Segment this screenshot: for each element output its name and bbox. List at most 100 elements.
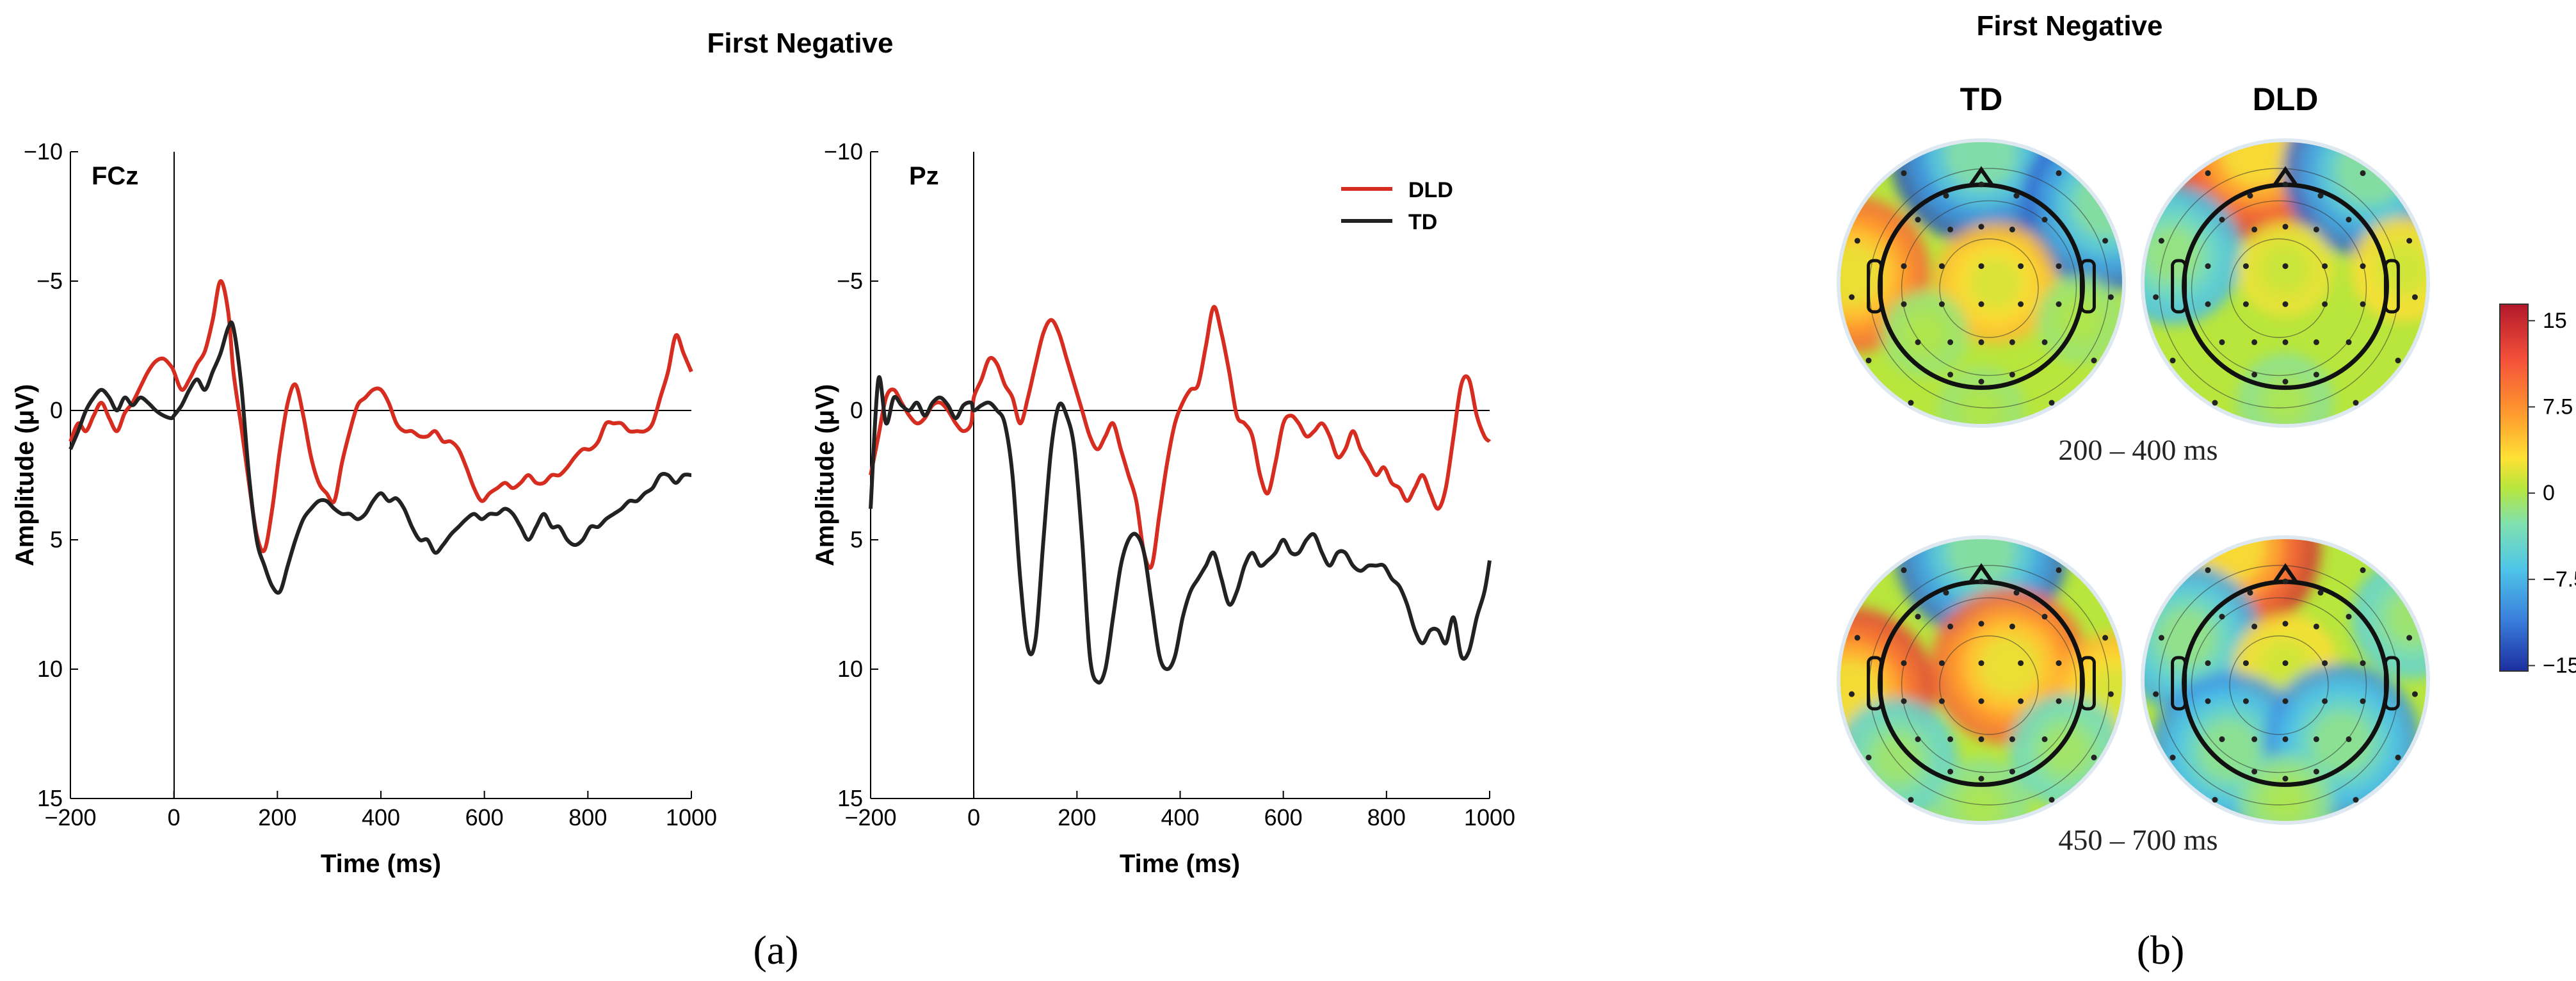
electrode-dot (2205, 660, 2211, 667)
pz-yticks: −10 −5 0 5 10 15 (824, 138, 878, 811)
electrode-dot (2013, 590, 2020, 596)
electrode-dot (1947, 623, 1954, 629)
electrode-dot (2153, 691, 2159, 697)
electrode-dot (2242, 301, 2249, 307)
electrode-dot (1978, 263, 1984, 270)
window-label-2: 450 – 700 ms (2058, 823, 2218, 856)
electrode-dot (2346, 613, 2352, 620)
electrode-dot (1978, 660, 1984, 667)
electrode-dot (2041, 216, 2048, 223)
fcz-series-dld (68, 279, 693, 553)
pz-xticks: −200 0 200 400 600 800 1000 (844, 791, 1515, 831)
window-label-1: 200 – 400 ms (2058, 434, 2218, 466)
electrode-dot (1901, 170, 1907, 176)
topomap-contour (2191, 200, 2367, 377)
electrode-dot (2158, 238, 2164, 244)
electrode-dot (1978, 339, 1984, 345)
electrode-dot (2282, 181, 2289, 188)
electrode-dot (2282, 578, 2289, 585)
electrode-dot (2251, 339, 2258, 345)
electrode-dot (2107, 691, 2114, 697)
electrode-dot (1915, 736, 1921, 742)
electrode-dot (2313, 371, 2319, 378)
electrode-dot (2219, 339, 2225, 345)
electrode-dot (1901, 301, 1907, 307)
fcz-xtick-label: 200 (258, 804, 296, 831)
electrode-dot (2009, 768, 2015, 775)
fcz-ytick-label: 10 (37, 656, 63, 682)
right-ear-icon (2383, 259, 2400, 314)
right-ear-icon (2079, 259, 2096, 314)
pz-xtick-label: −200 (844, 804, 896, 831)
electrode-dot (1938, 698, 1945, 704)
electrode-dot (2009, 226, 2015, 232)
topomap-contour (1901, 597, 2077, 774)
electrode-dot (2346, 339, 2352, 345)
group-label-dld: DLD (2253, 81, 2319, 117)
electrode-dot (2169, 754, 2176, 761)
topomap-blob (2043, 727, 2089, 774)
electrode-dot (2018, 301, 2024, 307)
topomap-contour (1901, 200, 2077, 377)
colorbar-tick-label: 0 (2543, 481, 2555, 505)
electrode-dot (2406, 635, 2413, 641)
electrode-dot (2251, 623, 2258, 629)
electrode-dot (2251, 768, 2258, 775)
colorbar-tick-label: −7.5 (2543, 567, 2576, 592)
panel-b-title: First Negative (1977, 10, 2163, 42)
electrode-dot (2282, 775, 2289, 782)
pz-xtick-label: 0 (967, 804, 980, 831)
electrode-dot (1947, 371, 1954, 378)
topomap-blob (2335, 142, 2405, 206)
topomap-blob (1946, 539, 2017, 586)
topomap-blob (2383, 248, 2425, 290)
topomap-blob (1963, 392, 1999, 424)
electrode-dot (2360, 263, 2366, 270)
electrode-dot (2322, 660, 2328, 667)
legend: DLD TD (1341, 178, 1453, 234)
left-ear-icon (1867, 259, 1883, 314)
electrode-dot (2251, 371, 2258, 378)
topomap-blob (1961, 787, 2001, 821)
electrode-dot (1943, 590, 1949, 596)
electrode-dot (2282, 736, 2289, 742)
topomap-contour (2191, 597, 2367, 774)
electrode-dot (2317, 590, 2324, 596)
electrode-dot (2242, 263, 2249, 270)
electrode-dot (1908, 400, 1914, 406)
fcz-channel-label: FCz (92, 162, 138, 190)
electrode-dot (2041, 339, 2048, 345)
electrode-dot (1915, 339, 1921, 345)
electrode-dot (2056, 660, 2062, 667)
electrode-dot (1947, 226, 1954, 232)
electrode-dot (2102, 635, 2109, 641)
topomap-contour (2229, 238, 2329, 338)
electrode-dot (2205, 567, 2211, 573)
electrode-dot (2205, 301, 2211, 307)
plot-pz: Pz −10 −5 0 5 10 15 −200 0 200 400 600 800 1000 Amp… (811, 138, 1515, 878)
electrode-dot (1978, 775, 1984, 782)
electrode-dot (2395, 754, 2401, 761)
electrode-dot (2158, 635, 2164, 641)
nose-icon (1968, 166, 1995, 188)
topomap-blob (2266, 382, 2305, 421)
electrode-dot (2360, 660, 2366, 667)
pz-series (869, 305, 1492, 685)
electrode-dot (2219, 613, 2225, 620)
electrode-dot (1915, 216, 1921, 223)
legend-dld-label: DLD (1408, 178, 1453, 202)
fcz-ytick-label: 0 (50, 397, 63, 423)
electrode-dot (2406, 238, 2413, 244)
fcz-xtick-label: 800 (568, 804, 607, 831)
colorbar: 15 7.5 0 −7.5 −15 (2499, 304, 2576, 677)
left-ear-icon (1867, 656, 1883, 711)
electrode-dot (1854, 238, 1860, 244)
electrode-dot (2322, 301, 2328, 307)
electrode-dot (1947, 339, 1954, 345)
fcz-xlabel: Time (ms) (321, 850, 441, 878)
electrode-dot (2360, 301, 2366, 307)
electrode-dot (2346, 736, 2352, 742)
electrode-dot (1947, 768, 1954, 775)
electrode-dot (2251, 226, 2258, 232)
colorbar-gradient (2499, 304, 2529, 672)
